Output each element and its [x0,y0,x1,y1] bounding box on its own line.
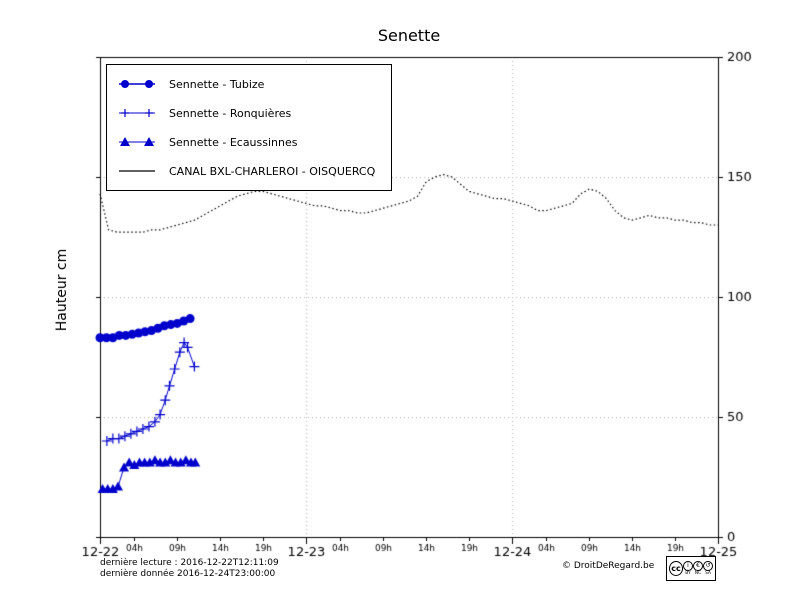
legend-label-tubize: Sennette - Tubize [169,77,265,91]
cc-nc-icon: € NC [693,560,703,576]
footer-status: dernière lecture : 2016-12-22T12:11:09 d… [100,558,279,580]
page-title: Senette [377,26,441,45]
cc-license-badge: cc i BY € NC ↺ SA [666,556,716,581]
cc-sa-icon: ↺ SA [703,560,713,576]
copyright-text: © DroitDeRegard.be [562,561,655,571]
last-data-text: dernière donnée 2016-12-24T23:00:00 [100,569,276,579]
ecaussinnes-marker-icon [119,137,155,146]
legend-item-tubize: Sennette - Tubize [117,77,381,91]
legend-label-ronquieres: Sennette - Ronquières [169,106,292,120]
cc-logo-icon: cc [669,561,683,576]
tubize-marker-icon [119,80,155,88]
canal-line-icon [119,170,155,172]
legend-item-canal: CANAL BXL-CHARLEROI - OISQUERCQ [117,164,381,178]
legend: Sennette - Tubize Sennette - Ronquières … [106,64,392,191]
last-reading-text: dernière lecture : 2016-12-22T12:11:09 [100,558,279,568]
cc-by-icon: i BY [683,560,693,577]
y-axis-label: Hauteur cm [54,248,70,332]
legend-item-ronquieres: Sennette - Ronquières [117,106,381,120]
legend-item-ecaussinnes: Sennette - Ecaussinnes [117,135,381,149]
legend-label-ecaussinnes: Sennette - Ecaussinnes [169,135,298,149]
ronquieres-marker-icon [119,109,155,117]
legend-label-canal: CANAL BXL-CHARLEROI - OISQUERCQ [169,164,376,178]
